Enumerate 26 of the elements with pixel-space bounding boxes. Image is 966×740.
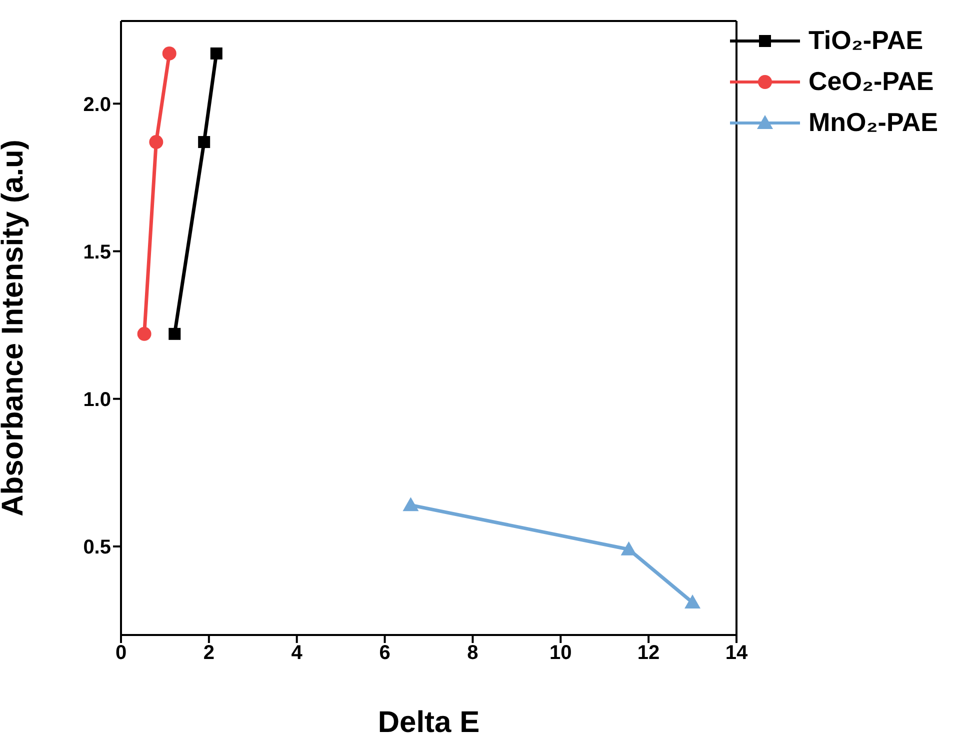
y-tick-label: 1.0: [83, 388, 111, 411]
legend-label: CeO₂-PAE: [808, 66, 934, 97]
x-tick-label: 14: [725, 642, 748, 664]
point: [402, 497, 419, 512]
y-tick-label: 0.5: [83, 536, 111, 559]
x-tick-label: 6: [379, 642, 390, 664]
x-tick-label: 12: [637, 642, 660, 664]
legend-label: MnO₂-PAE: [808, 107, 938, 138]
point: [162, 46, 176, 60]
point: [198, 136, 210, 148]
y-tick-label: 2.0: [83, 94, 111, 116]
x-axis-title: Delta E: [378, 706, 480, 739]
x-tick-label: 8: [467, 642, 478, 664]
x-tick-label: 10: [550, 642, 572, 664]
x-tick-label: 0: [115, 642, 127, 664]
legend-label: TiO₂-PAE: [808, 25, 924, 56]
point: [684, 594, 701, 609]
y-tick-label: 1.5: [83, 241, 111, 264]
point: [149, 135, 164, 150]
y-axis-title: Absorbance Intensity (a.u): [0, 140, 30, 516]
point: [168, 328, 181, 340]
x-tick-label: 4: [291, 642, 304, 664]
point: [137, 326, 152, 341]
point: [210, 47, 222, 60]
x-tick-label: 2: [203, 642, 214, 664]
point: [620, 541, 637, 556]
